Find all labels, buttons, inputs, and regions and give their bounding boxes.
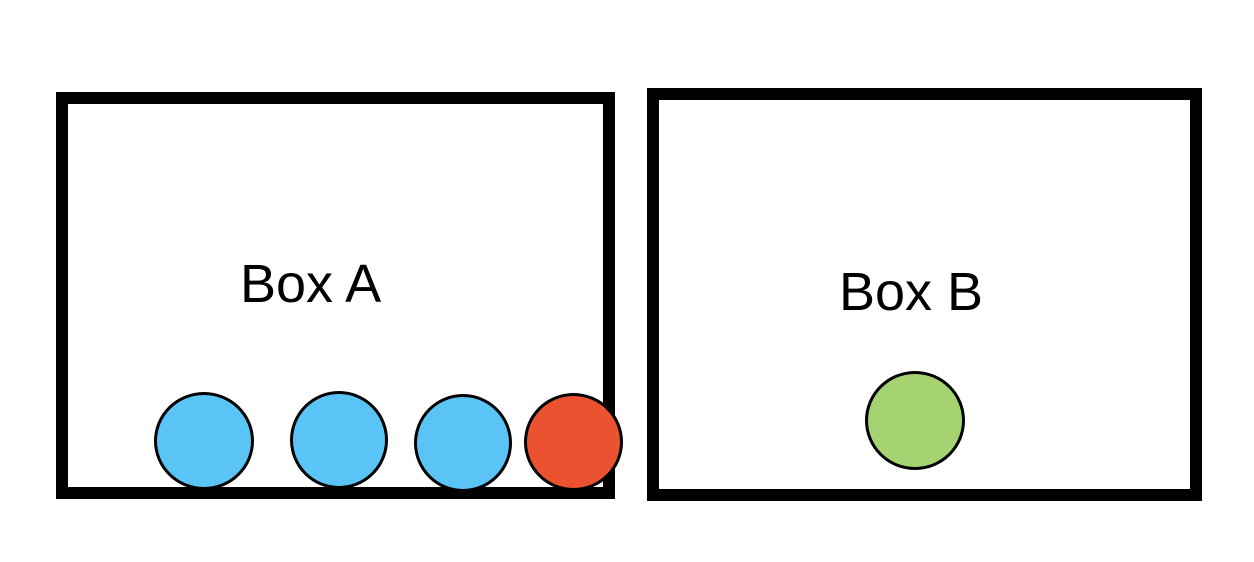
blue-ball <box>154 392 254 490</box>
red-ball <box>524 393 623 491</box>
box-a-label: Box A <box>240 254 382 314</box>
blue-ball <box>290 391 388 489</box>
box-b: Box B <box>647 88 1202 501</box>
blue-ball <box>414 394 512 492</box>
box-b-label: Box B <box>839 262 984 322</box>
box-a: Box A <box>56 92 623 499</box>
green-ball <box>865 371 965 470</box>
